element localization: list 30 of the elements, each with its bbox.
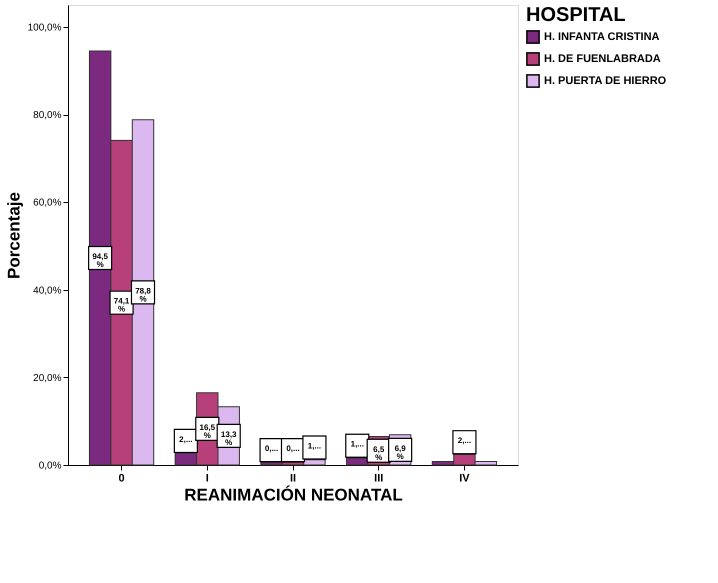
data-label: 6,9 % bbox=[394, 444, 406, 461]
y-tick-label: 40,0% bbox=[33, 285, 62, 296]
y-tick-label: 0,0% bbox=[38, 460, 62, 472]
data-label: 1,... bbox=[350, 440, 364, 449]
data-label: 2,... bbox=[458, 436, 472, 446]
legend-title: HOSPITAL bbox=[526, 4, 626, 26]
x-tick-label: 0 bbox=[118, 472, 125, 484]
data-label: 74,1 % bbox=[114, 296, 130, 314]
y-tick-label: 80,0% bbox=[33, 110, 62, 122]
data-label: 13,3 % bbox=[220, 430, 238, 447]
data-label: 1,... bbox=[308, 441, 322, 450]
y-tick-label: 60,0% bbox=[33, 198, 62, 209]
legend-label: H. PUERTA DE HIERRO bbox=[544, 75, 667, 87]
x-axis-title: REANIMACIÓN NEONATAL bbox=[184, 484, 403, 504]
data-label: 2,... bbox=[179, 434, 193, 444]
legend-label: H. INFANTA CRISTINA bbox=[544, 31, 660, 43]
y-axis-title: Porcentaje bbox=[4, 192, 24, 279]
x-tick-label: IV bbox=[459, 472, 470, 484]
x-tick-label: I bbox=[206, 472, 209, 484]
data-label: 0,... bbox=[286, 444, 300, 454]
x-tick-label: II bbox=[290, 472, 296, 484]
data-label: 16,5 % bbox=[199, 422, 216, 440]
data-label: 6,5 % bbox=[373, 444, 385, 462]
legend-label: H. DE FUENLABRADA bbox=[544, 53, 661, 65]
data-label: 78,8 % bbox=[135, 286, 152, 304]
data-label: 94,5 % bbox=[92, 252, 108, 269]
y-tick-label: 100,0% bbox=[28, 22, 62, 34]
data-label: 0,... bbox=[264, 444, 278, 454]
y-tick-label: 20,0% bbox=[33, 372, 62, 384]
x-tick-label: III bbox=[374, 472, 384, 484]
